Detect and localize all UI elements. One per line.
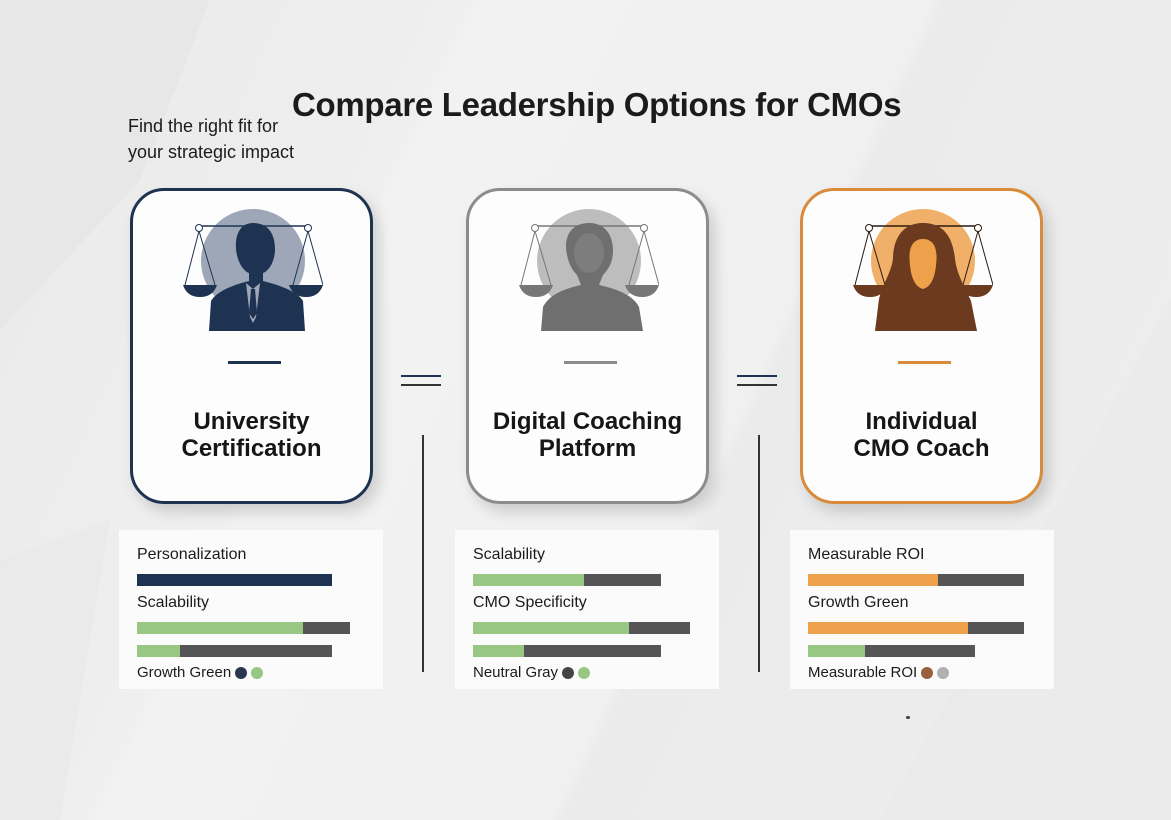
subtitle-line-1: Find the right fit for bbox=[128, 116, 279, 136]
option-card-individual-cmo-coach[interactable]: Individual CMO Coach bbox=[800, 188, 1043, 504]
option-title: Individual CMO Coach bbox=[803, 408, 1040, 462]
legend: Neutral Gray bbox=[473, 664, 591, 681]
metrics-panel-digital-coaching-platform: Scalability CMO Specificity Neutral Gray bbox=[455, 530, 719, 689]
legend-dot-gray bbox=[562, 666, 575, 679]
male-silhouette-with-scales-icon bbox=[183, 209, 323, 331]
option-title-line-1: Individual bbox=[865, 408, 978, 435]
legend-dot-brown bbox=[921, 666, 934, 679]
legend-label: Neutral Gray bbox=[473, 664, 559, 681]
legend-dot-green bbox=[578, 666, 591, 679]
legend-label: Measurable ROI bbox=[808, 664, 918, 681]
option-title-line-1: Digital Coaching bbox=[492, 408, 683, 435]
legend-label: Growth Green bbox=[137, 664, 232, 681]
metric-bar-fill bbox=[137, 645, 180, 657]
metric-bar bbox=[473, 574, 661, 586]
option-title: Digital Coaching Platform bbox=[469, 408, 706, 462]
metric-label: Personalization bbox=[137, 546, 247, 563]
option-title-line-1: University bbox=[193, 408, 310, 435]
metric-bar-fill bbox=[473, 574, 584, 586]
metric-bar bbox=[137, 574, 332, 586]
legend-dot-navy bbox=[235, 666, 248, 679]
legend: Measurable ROI bbox=[808, 664, 950, 681]
metric-bar bbox=[808, 645, 975, 657]
equals-separator-2 bbox=[737, 375, 777, 393]
option-title: University Certification bbox=[133, 408, 370, 462]
metric-label: Measurable ROI bbox=[808, 546, 925, 563]
page-title: Compare Leadership Options for CMOs bbox=[292, 86, 902, 123]
metric-bar-fill bbox=[808, 574, 938, 586]
metric-bar-fill bbox=[473, 645, 524, 657]
metric-bar bbox=[137, 645, 332, 657]
legend-dot-green bbox=[251, 666, 264, 679]
metric-bar-fill bbox=[137, 622, 304, 634]
connector-line-2 bbox=[758, 435, 760, 672]
equals-separator-1 bbox=[401, 375, 441, 393]
metric-label: Scalability bbox=[473, 546, 546, 563]
metric-label: Scalability bbox=[137, 594, 210, 611]
subtitle-line-2: your strategic impact bbox=[128, 142, 295, 162]
option-title-line-2: Certification bbox=[181, 435, 322, 462]
connector-line-1 bbox=[422, 435, 424, 672]
legend-dot-light-gray bbox=[937, 666, 950, 679]
metric-bar-fill bbox=[808, 645, 865, 657]
metric-bar bbox=[473, 645, 661, 657]
metric-bar-fill bbox=[808, 622, 968, 634]
card-divider bbox=[564, 361, 617, 364]
option-title-line-2: Platform bbox=[538, 435, 637, 462]
metrics-panel-individual-cmo-coach: Measurable ROI Growth Green Measurable R… bbox=[790, 530, 1054, 689]
metric-bar bbox=[808, 574, 1024, 586]
metric-bar bbox=[137, 622, 350, 634]
female-long-hair-silhouette-with-scales-icon bbox=[853, 209, 993, 331]
metric-bar bbox=[473, 622, 690, 634]
metric-bar-fill bbox=[473, 622, 630, 634]
option-title-line-2: CMO Coach bbox=[853, 435, 990, 462]
option-card-university-certification[interactable]: University Certification bbox=[130, 188, 373, 504]
metric-bar-fill bbox=[137, 574, 332, 586]
card-divider bbox=[898, 361, 951, 364]
female-silhouette-with-scales-icon bbox=[519, 209, 659, 331]
option-card-digital-coaching-platform[interactable]: Digital Coaching Platform bbox=[466, 188, 709, 504]
page-subtitle: Find the right fit for your strategic im… bbox=[128, 113, 294, 165]
metric-bar bbox=[808, 622, 1024, 634]
metric-label: CMO Specificity bbox=[473, 594, 587, 611]
legend: Growth Green bbox=[137, 664, 264, 681]
decorative-dot bbox=[906, 716, 910, 719]
metrics-panel-university-certification: Personalization Scalability Growth Green bbox=[119, 530, 383, 689]
card-divider bbox=[228, 361, 281, 364]
metric-label: Growth Green bbox=[808, 594, 909, 611]
